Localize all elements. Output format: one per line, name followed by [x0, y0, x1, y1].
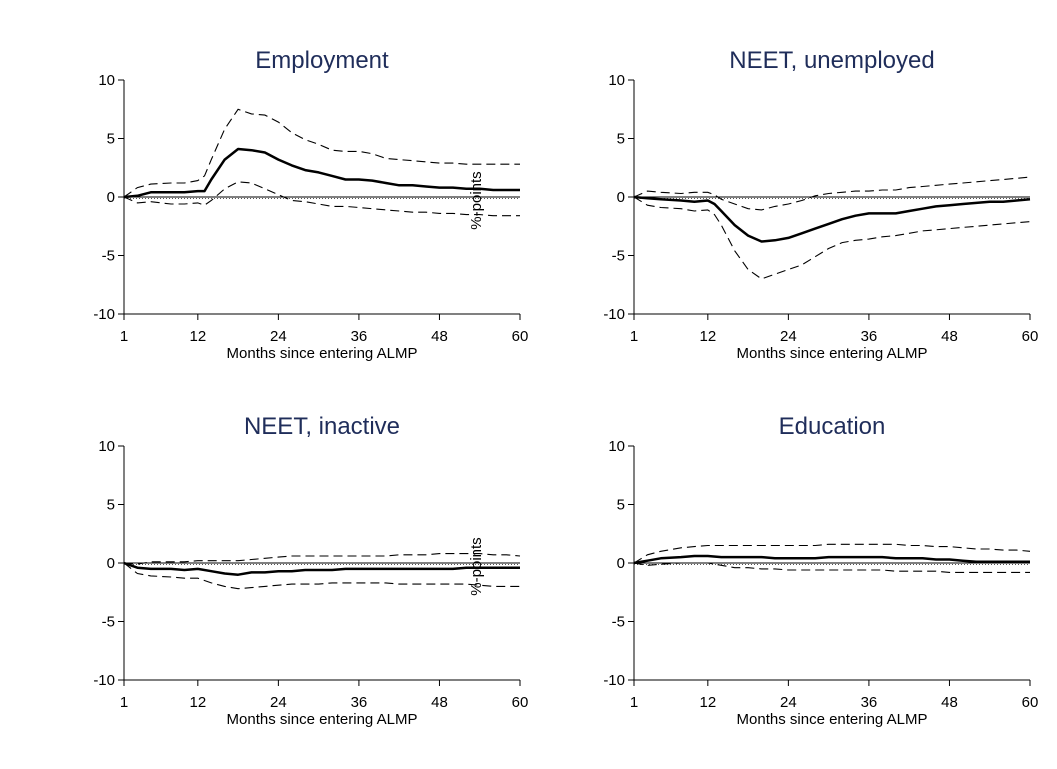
y-tick-label: 5 [107, 497, 115, 514]
x-tick-label: 36 [351, 328, 368, 345]
x-tick-label: 48 [941, 328, 958, 345]
x-tick-label: 60 [512, 694, 529, 711]
chart-title: Education [779, 413, 886, 440]
y-axis-label: %-points [468, 171, 485, 229]
chart-title: NEET, unemployed [729, 47, 934, 74]
y-tick-label: -10 [603, 306, 625, 323]
upper-ci-line [123, 553, 521, 565]
y-tick-label: 10 [608, 438, 625, 455]
y-tick-label: 0 [107, 555, 115, 572]
chart-title: NEET, inactive [244, 413, 400, 440]
y-tick-label: -5 [612, 614, 625, 631]
y-tick-label: 0 [617, 555, 625, 572]
x-tick-label: 1 [630, 328, 638, 345]
chart-title: Employment [255, 47, 389, 74]
x-tick-label: 36 [861, 694, 878, 711]
x-tick-label: 1 [630, 694, 638, 711]
x-tick-label: 60 [1022, 694, 1039, 711]
y-tick-label: 5 [617, 497, 625, 514]
x-tick-label: 48 [941, 694, 958, 711]
x-axis-label: Months since entering ALMP [227, 345, 418, 362]
panel-neet-inactive: NEET, inactive -10 -5 0 5 10 1 12 24 36 48 60 Months… [93, 413, 528, 728]
y-tick-label: 5 [107, 131, 115, 148]
y-tick-label: -10 [93, 672, 115, 689]
y-tick-label: 10 [98, 72, 115, 89]
y-tick-label: 10 [98, 438, 115, 455]
x-tick-label: 24 [270, 694, 287, 711]
lower-ci-line [123, 181, 520, 217]
upper-ci-line [633, 176, 1031, 211]
estimate-line [123, 561, 520, 576]
x-tick-label: 24 [780, 328, 797, 345]
y-tick-label: 0 [107, 189, 115, 206]
lower-ci-line [633, 562, 1030, 573]
x-tick-label: 12 [699, 694, 716, 711]
estimate-line [633, 554, 1030, 565]
y-axis-label: %-points [468, 537, 485, 595]
x-axis-label: Months since entering ALMP [227, 711, 418, 728]
x-tick-label: 36 [351, 694, 368, 711]
y-tick-label: 10 [608, 72, 625, 89]
lower-ci-line [123, 562, 520, 590]
panel-education: Education -10 -5 0 5 10 1 12 24 36 48 60 Months sinc… [603, 413, 1038, 728]
y-tick-label: -5 [612, 248, 625, 265]
y-tick-label: -5 [102, 614, 115, 631]
x-tick-label: 36 [861, 328, 878, 345]
x-tick-label: 12 [189, 328, 206, 345]
lower-ci-line [633, 196, 1031, 280]
x-tick-label: 12 [189, 694, 206, 711]
x-tick-label: 48 [431, 328, 448, 345]
x-axis-label: Months since entering ALMP [737, 345, 928, 362]
estimate-line [633, 195, 1031, 243]
upper-ci-line [633, 543, 1031, 564]
y-tick-label: -5 [102, 248, 115, 265]
panel-employment: Employment -10 -5 0 5 10 1 12 24 36 48 60 Months sin… [93, 47, 528, 362]
x-axis-label: Months since entering ALMP [737, 711, 928, 728]
panel-neet-unemployed: NEET, unemployed -10 -5 0 5 10 1 12 24 36 48 60 Mont… [603, 47, 1038, 362]
x-tick-label: 60 [1022, 328, 1039, 345]
y-tick-label: 0 [617, 189, 625, 206]
upper-ci-line [123, 108, 520, 198]
x-tick-label: 1 [120, 328, 128, 345]
x-tick-label: 60 [512, 328, 529, 345]
y-tick-label: -10 [603, 672, 625, 689]
x-tick-label: 1 [120, 694, 128, 711]
y-tick-label: 5 [617, 131, 625, 148]
x-tick-label: 48 [431, 694, 448, 711]
x-tick-label: 24 [270, 328, 287, 345]
x-tick-label: 12 [699, 328, 716, 345]
estimate-line [123, 147, 520, 199]
y-tick-label: -10 [93, 306, 115, 323]
x-tick-label: 24 [780, 694, 797, 711]
